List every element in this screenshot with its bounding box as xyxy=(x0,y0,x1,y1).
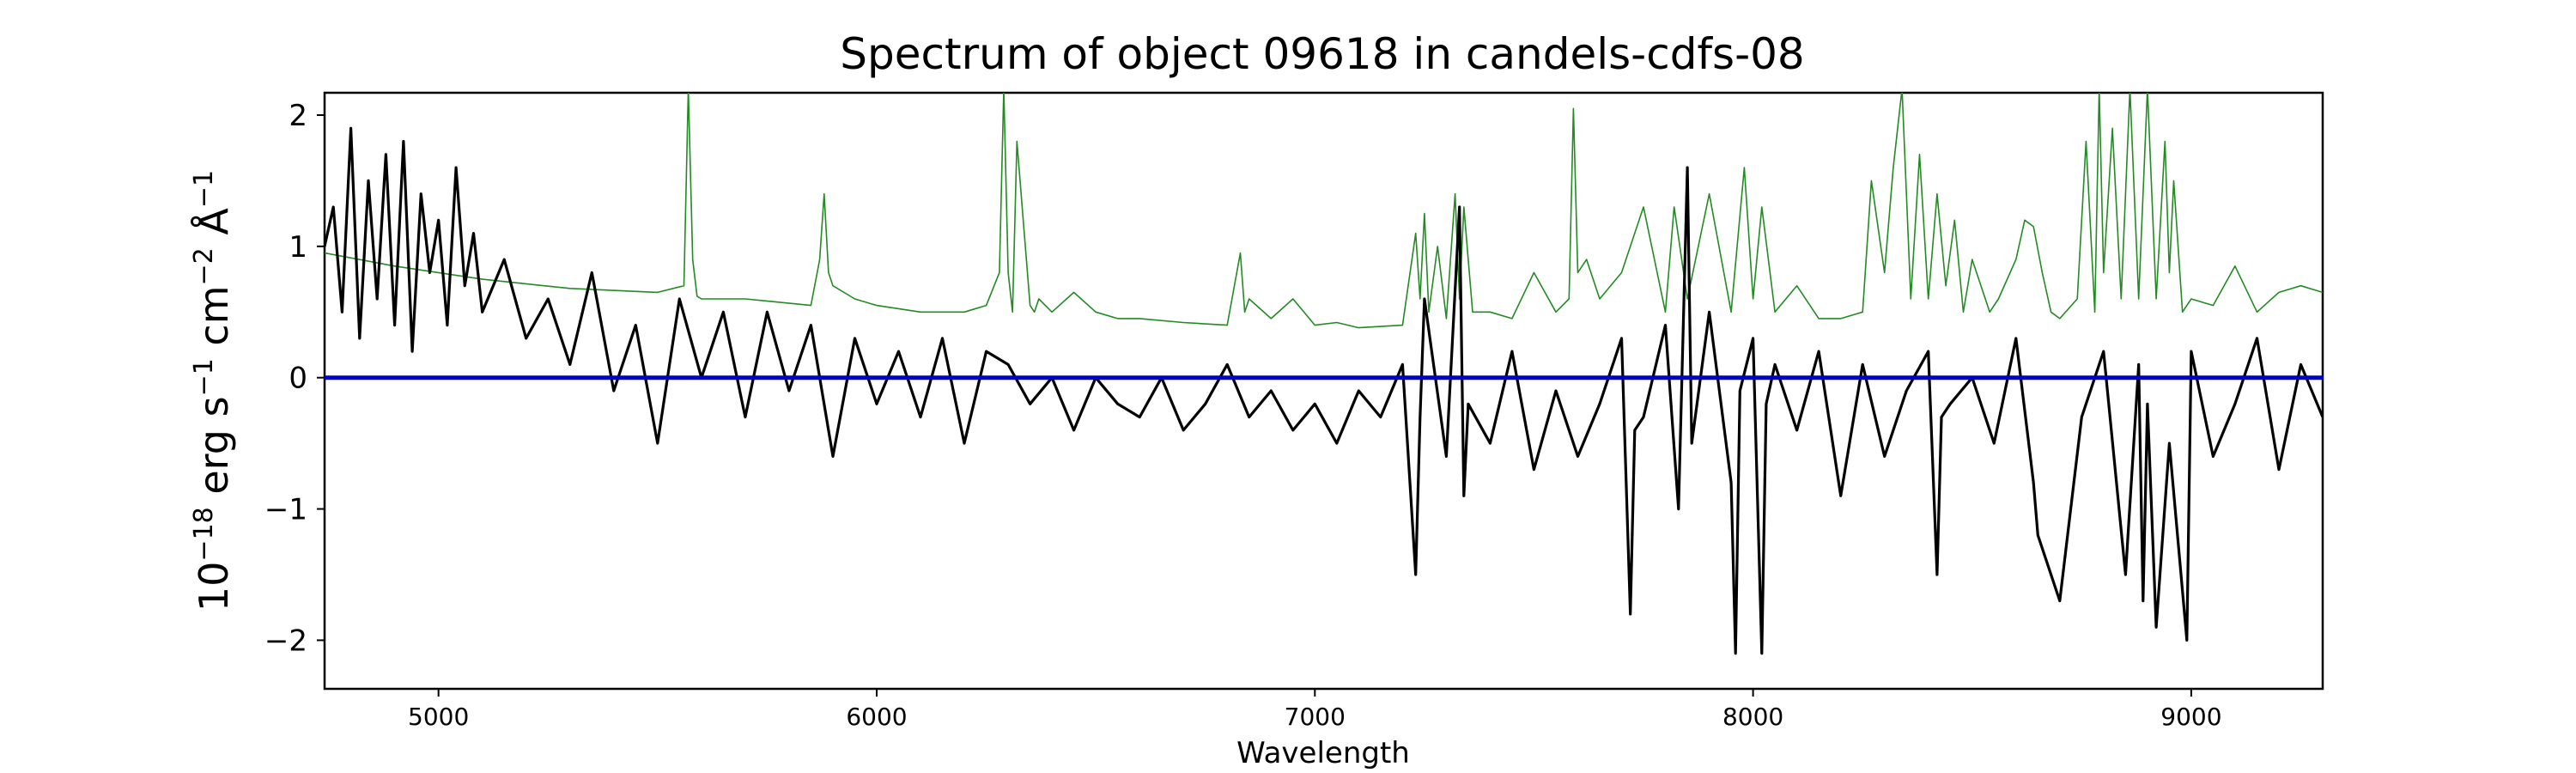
y-axis-ticks: −2 −1 0 1 2 xyxy=(264,99,325,658)
y-tick-label: 1 xyxy=(289,230,307,265)
series-layer xyxy=(325,93,2323,655)
x-tick-label: 7000 xyxy=(1285,703,1346,731)
x-tick-label: 5000 xyxy=(408,703,469,731)
x-axis-ticks: 5000 6000 7000 8000 9000 xyxy=(408,689,2222,731)
y-tick-label: 2 xyxy=(289,99,307,133)
y-axis-label: 10−18 erg s−1 cm−2 Å−1 xyxy=(189,170,237,612)
plot-frame xyxy=(323,91,2324,691)
chart-title: Spectrum of object 09618 in candels-cdfs… xyxy=(840,29,1805,79)
sky-spectrum-line xyxy=(325,93,2323,329)
x-tick-label: 8000 xyxy=(1722,703,1783,731)
y-tick-label: −1 xyxy=(264,493,307,527)
flux-spectrum-line xyxy=(325,126,2323,655)
x-tick-label: 9000 xyxy=(2160,703,2221,731)
x-axis-label: Wavelength xyxy=(1236,736,1410,770)
x-tick-label: 6000 xyxy=(846,703,907,731)
plot-area: 5000 6000 7000 8000 9000 −2 −1 0 1 2 xyxy=(264,91,2324,731)
y-tick-label: −2 xyxy=(264,624,307,658)
y-tick-label: 0 xyxy=(289,362,307,396)
